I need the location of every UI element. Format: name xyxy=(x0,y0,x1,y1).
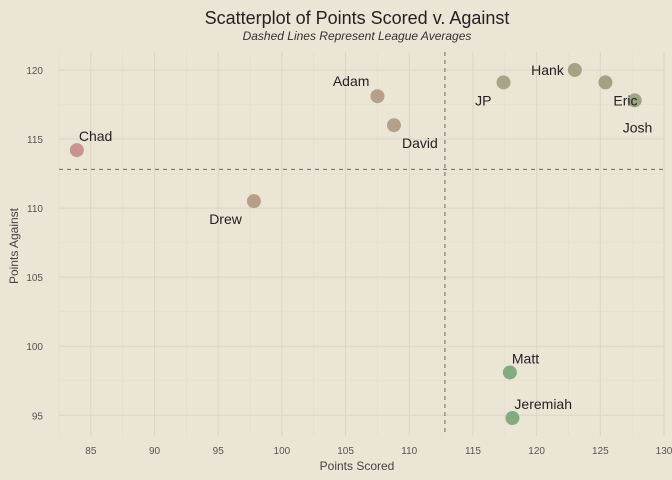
grid-lines xyxy=(58,52,665,436)
x-tick-label: 130 xyxy=(656,446,672,457)
x-tick-label: 120 xyxy=(528,446,545,457)
data-point-jp xyxy=(496,75,511,90)
data-point-hank xyxy=(567,62,582,77)
y-tick-label: 115 xyxy=(27,135,43,146)
y-tick-label: 95 xyxy=(32,411,44,422)
x-tick-label: 100 xyxy=(274,446,291,457)
data-point-jeremiah xyxy=(505,411,520,426)
point-label-david: David xyxy=(402,135,438,151)
chart-title: Scatterplot of Points Scored v. Against xyxy=(205,8,510,28)
point-label-chad: Chad xyxy=(79,128,112,144)
point-label-matt: Matt xyxy=(512,350,539,366)
data-points xyxy=(69,62,642,426)
x-tick-label: 105 xyxy=(337,446,354,457)
data-point-josh xyxy=(627,93,642,108)
data-point-matt xyxy=(502,365,517,380)
y-tick-label: 110 xyxy=(27,204,43,215)
data-point-drew xyxy=(246,194,261,209)
x-tick-label: 110 xyxy=(401,446,417,457)
point-labels: Chad Drew Adam David JP Hank Eric Josh Matt Jerem… xyxy=(79,62,652,412)
x-axis-title: Points Scored xyxy=(320,459,395,473)
point-label-drew: Drew xyxy=(209,211,243,227)
x-tick-label: 90 xyxy=(149,446,161,457)
x-tick-label: 85 xyxy=(85,446,97,457)
y-tick-label: 120 xyxy=(26,66,43,77)
data-point-eric xyxy=(598,75,613,90)
point-label-jp: JP xyxy=(475,92,491,108)
point-label-josh: Josh xyxy=(623,119,653,135)
point-label-adam: Adam xyxy=(333,73,370,89)
league-average-lines xyxy=(59,52,664,436)
x-tick-label: 115 xyxy=(465,446,481,457)
x-tick-label: 95 xyxy=(213,446,225,457)
chart-subtitle: Dashed Lines Represent League Averages xyxy=(243,29,472,43)
y-tick-label: 100 xyxy=(26,342,43,353)
y-axis-ticks: 95 100 105 110 115 120 xyxy=(26,66,43,422)
x-axis-ticks: 85 90 95 100 105 110 115 120 125 130 xyxy=(85,446,672,457)
data-point-chad xyxy=(69,143,84,158)
point-label-hank: Hank xyxy=(531,62,565,78)
y-tick-label: 105 xyxy=(26,273,43,284)
data-point-adam xyxy=(370,89,385,104)
point-label-jeremiah: Jeremiah xyxy=(514,396,572,412)
y-axis-title: Points Against xyxy=(7,207,21,284)
x-tick-label: 125 xyxy=(592,446,609,457)
point-label-eric: Eric xyxy=(613,92,637,108)
data-point-david xyxy=(386,118,401,133)
